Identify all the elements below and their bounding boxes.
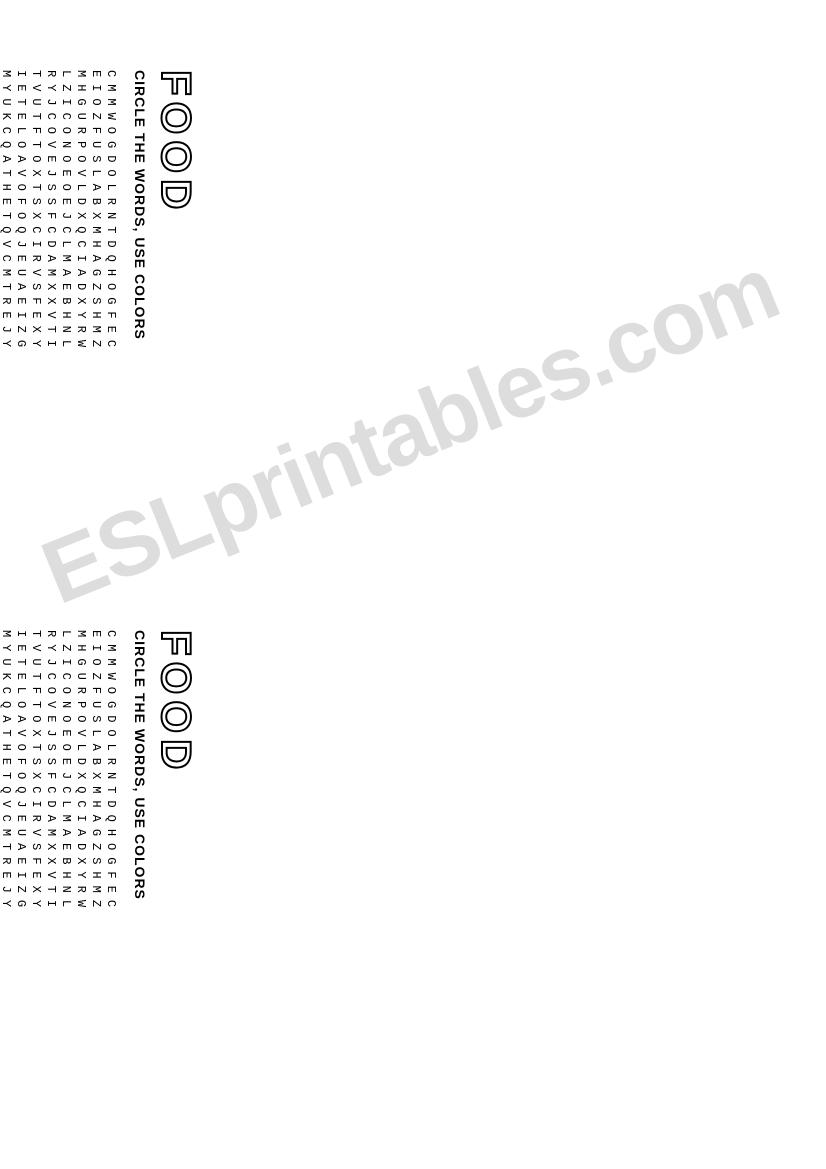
worksheet-subtitle: CIRCLE THE WORDS, USE COLORS	[132, 630, 148, 1110]
worksheet-2: FOOD CIRCLE THE WORDS, USE COLORS CMMWOG…	[0, 620, 200, 1110]
worksheet-1: FOOD CIRCLE THE WORDS, USE COLORS CMMWOG…	[0, 60, 200, 550]
worksheet-title: FOOD	[152, 630, 200, 1110]
worksheet-title: FOOD	[152, 70, 200, 550]
wordsearch-grid: CMMWOGDOLRNTDQHOGFEC EIOZFUSLABXMHAGZSHM…	[0, 70, 118, 550]
worksheet-subtitle: CIRCLE THE WORDS, USE COLORS	[132, 70, 148, 550]
wordsearch-grid: CMMWOGDOLRNTDQHOGFEC EIOZFUSLABXMHAGZSHM…	[0, 630, 118, 1110]
